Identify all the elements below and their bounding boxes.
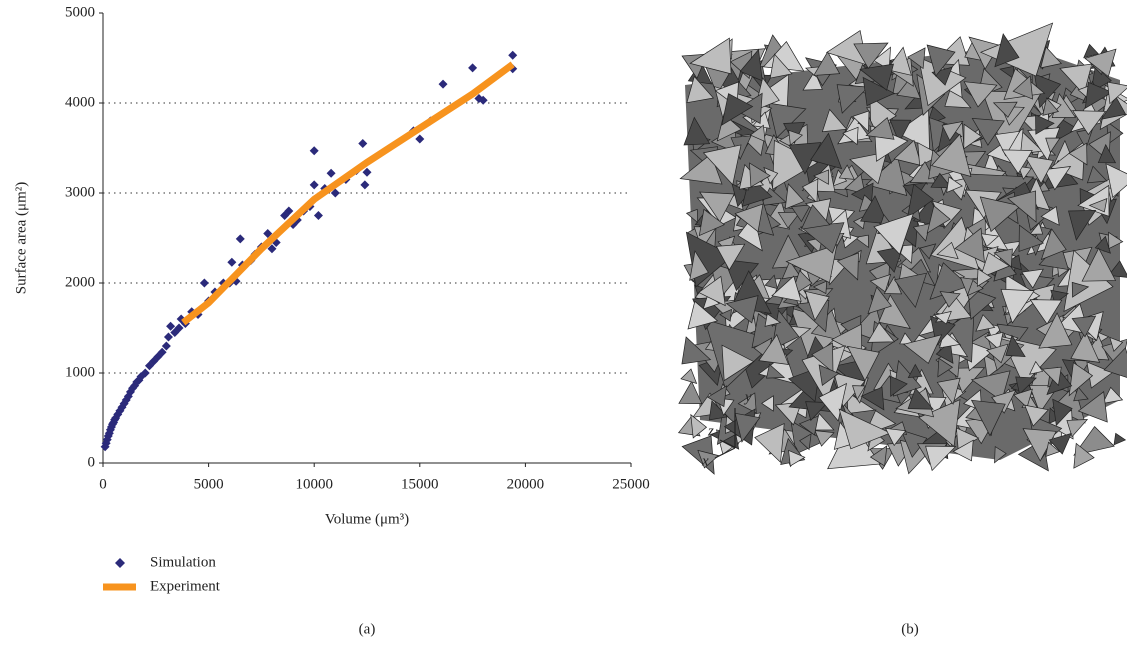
panel-label: (b) <box>901 621 919 637</box>
point <box>327 169 336 178</box>
y-axis-label: Surface area (μm²) <box>13 182 29 294</box>
y-tick-label: 1000 <box>65 364 95 380</box>
panel-label: (a) <box>359 621 376 637</box>
point <box>200 279 209 288</box>
x-tick-label: 0 <box>99 476 107 492</box>
facet <box>755 424 784 463</box>
particle-render <box>679 23 1127 474</box>
point <box>468 63 477 72</box>
point <box>164 333 173 342</box>
point <box>310 146 319 155</box>
facet <box>681 369 697 384</box>
point <box>439 80 448 89</box>
point <box>415 135 424 144</box>
facet <box>926 446 956 470</box>
point <box>227 258 236 267</box>
legend-label: Experiment <box>150 578 221 594</box>
x-tick-label: 20000 <box>507 476 545 492</box>
x-tick-label: 25000 <box>612 476 650 492</box>
x-tick-label: 10000 <box>295 476 333 492</box>
point <box>360 180 369 189</box>
x-axis-label: Volume (μm³) <box>325 511 409 527</box>
point <box>363 168 372 177</box>
y-tick-label: 0 <box>88 454 96 470</box>
point <box>310 180 319 189</box>
point <box>236 234 245 243</box>
legend-marker <box>115 558 125 568</box>
axis-letter: z <box>707 423 714 439</box>
x-tick-label: 15000 <box>401 476 439 492</box>
point <box>508 51 517 60</box>
y-tick-label: 3000 <box>65 184 95 200</box>
x-tick-label: 5000 <box>194 476 224 492</box>
point <box>358 139 367 148</box>
facet <box>1114 433 1125 445</box>
facet <box>679 381 702 403</box>
axis-letter: y <box>743 389 752 405</box>
y-tick-label: 4000 <box>65 94 95 110</box>
axis-letter: x <box>701 453 709 469</box>
point <box>314 211 323 220</box>
legend-label: Simulation <box>150 554 216 570</box>
y-tick-label: 2000 <box>65 274 95 290</box>
y-tick-label: 5000 <box>65 4 95 20</box>
